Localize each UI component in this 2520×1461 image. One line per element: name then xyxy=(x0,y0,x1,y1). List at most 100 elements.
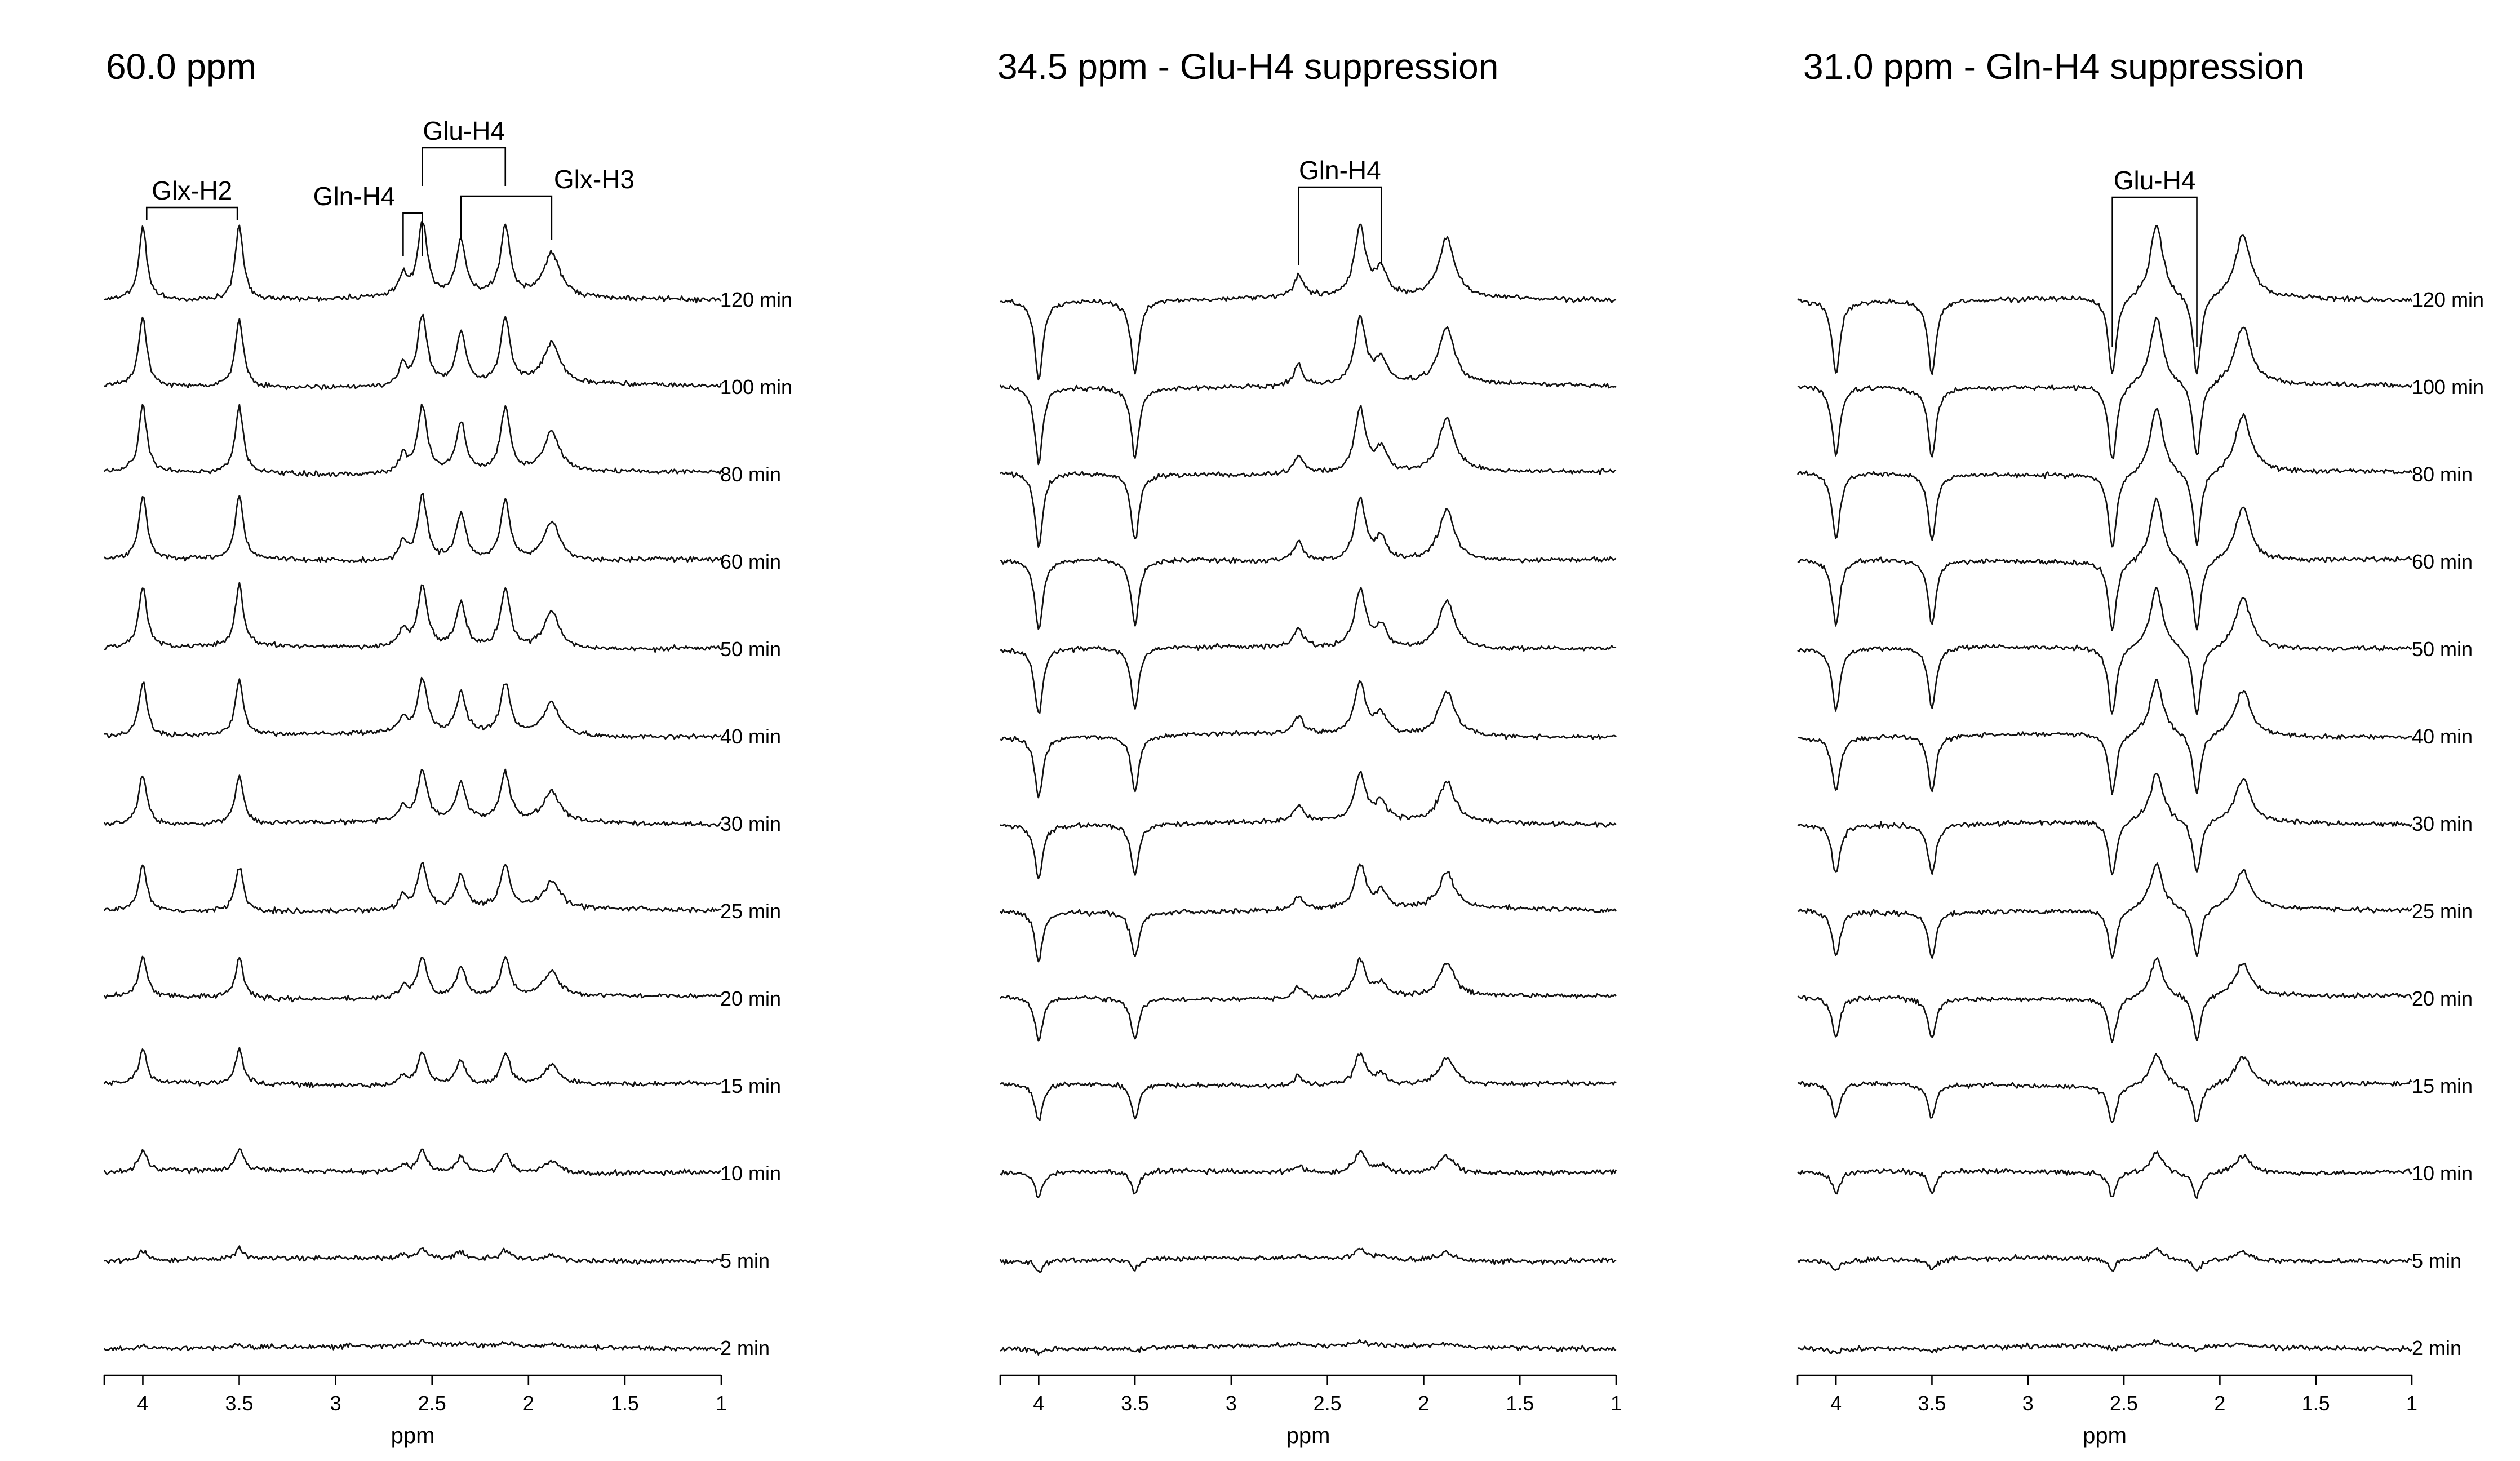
peak-label: Glx-H2 xyxy=(152,176,232,205)
x-tick-label: 1 xyxy=(716,1392,727,1415)
spectrum-trace-2-min xyxy=(103,1339,722,1352)
spectrum-trace-100-min xyxy=(104,313,722,391)
spectrum-trace-40-min xyxy=(1797,679,2412,795)
time-label: 50 min xyxy=(2412,637,2473,661)
spectrum-trace-15-min xyxy=(1000,1052,1617,1121)
time-label: 100 min xyxy=(2412,375,2484,399)
spectrum-trace-20-min xyxy=(1797,957,2413,1043)
peak-bracket xyxy=(402,212,423,256)
panel-title: 60.0 ppm xyxy=(106,46,256,87)
spectrum-trace-30-min xyxy=(1000,771,1617,880)
x-tick-label: 1.5 xyxy=(611,1392,639,1415)
x-tick-label: 2 xyxy=(523,1392,534,1415)
spectrum-trace-120-min xyxy=(1000,223,1617,381)
time-label: 2 min xyxy=(720,1336,770,1360)
x-axis-label: ppm xyxy=(1286,1423,1330,1448)
x-tick-label: 1.5 xyxy=(2302,1392,2330,1415)
spectrum-trace-50-min xyxy=(104,582,722,653)
time-label: 100 min xyxy=(720,375,792,399)
x-tick-label: 2 xyxy=(1418,1392,1429,1415)
x-axis-label: ppm xyxy=(391,1423,435,1448)
time-label: 30 min xyxy=(720,812,781,835)
spectrum-trace-5-min xyxy=(999,1247,1617,1273)
spectrum-trace-25-min xyxy=(103,862,722,915)
time-label: 25 min xyxy=(720,900,781,923)
x-tick-label: 3 xyxy=(2022,1392,2034,1415)
x-tick-label: 3 xyxy=(330,1392,341,1415)
x-tick-label: 1 xyxy=(1611,1392,1622,1415)
spectrum-trace-50-min xyxy=(1000,587,1617,714)
spectrum-trace-10-min xyxy=(103,1148,722,1176)
x-tick-label: 3.5 xyxy=(1918,1392,1946,1415)
peak-bracket xyxy=(1298,186,1382,265)
spectrum-trace-60-min xyxy=(104,493,722,563)
peak-label: Gln-H4 xyxy=(313,181,396,211)
spectrum-trace-10-min xyxy=(1797,1150,2412,1199)
panel-title: 34.5 ppm - Glu-H4 suppression xyxy=(997,46,1498,87)
spectrum-trace-30-min xyxy=(1797,773,2413,876)
x-tick-label: 4 xyxy=(1033,1392,1044,1415)
spectrum-trace-2-min xyxy=(1797,1339,2413,1354)
spectrum-trace-100-min xyxy=(1797,316,2413,459)
time-label: 60 min xyxy=(720,550,781,573)
spectrum-trace-80-min xyxy=(1000,405,1617,548)
x-tick-label: 2 xyxy=(2214,1392,2225,1415)
spectrum-trace-80-min xyxy=(104,403,722,477)
spectrum-trace-40-min xyxy=(104,676,722,740)
time-label: 15 min xyxy=(2412,1074,2473,1097)
x-tick-label: 2.5 xyxy=(418,1392,446,1415)
peak-label: Glu-H4 xyxy=(423,116,505,145)
time-label: 5 min xyxy=(2412,1249,2461,1272)
time-label: 10 min xyxy=(720,1162,781,1185)
time-label: 25 min xyxy=(2412,900,2473,923)
x-tick-label: 2.5 xyxy=(2110,1392,2138,1415)
spectrum-trace-40-min xyxy=(1000,680,1617,799)
x-axis-label: ppm xyxy=(2083,1423,2127,1448)
x-tick-label: 4 xyxy=(1830,1392,1842,1415)
time-label: 40 min xyxy=(2412,725,2473,748)
x-tick-label: 3.5 xyxy=(1121,1392,1149,1415)
spectrum-trace-30-min xyxy=(103,768,722,827)
spectrum-trace-5-min xyxy=(104,1245,722,1265)
panel-2: 34.5 ppm - Glu-H4 suppression Gln-H4 4 3.5 3… xyxy=(997,46,1622,1448)
spectrum-trace-60-min xyxy=(1797,497,2412,631)
spectrum-trace-10-min xyxy=(1000,1150,1617,1198)
peak-label: Glx-H3 xyxy=(554,165,635,194)
x-tick-label: 3.5 xyxy=(225,1392,254,1415)
spectrum-trace-120-min xyxy=(104,221,722,304)
spectrum-trace-20-min xyxy=(103,955,722,1003)
peak-bracket xyxy=(422,147,507,186)
x-tick-label: 1 xyxy=(2406,1392,2417,1415)
spectrum-trace-2-min xyxy=(1000,1339,1617,1356)
time-label: 15 min xyxy=(720,1074,781,1097)
spectrum-trace-15-min xyxy=(1797,1053,2412,1123)
time-label: 2 min xyxy=(2412,1336,2461,1360)
peak-label: Gln-H4 xyxy=(1299,156,1381,185)
spectrum-trace-80-min xyxy=(1796,408,2413,548)
spectrum-trace-60-min xyxy=(1000,496,1617,630)
time-label: 10 min xyxy=(2412,1162,2473,1185)
time-label: 50 min xyxy=(720,637,781,661)
time-label: 30 min xyxy=(2412,812,2473,835)
peak-bracket xyxy=(145,206,238,220)
peak-bracket xyxy=(2111,196,2198,347)
peak-label: Glu-H4 xyxy=(2114,166,2196,195)
time-label: 40 min xyxy=(720,725,781,748)
time-label: 120 min xyxy=(2412,288,2484,311)
time-label: 20 min xyxy=(2412,987,2473,1010)
time-label: 120 min xyxy=(720,288,792,311)
spectrum-trace-25-min xyxy=(1000,863,1617,963)
time-label: 20 min xyxy=(720,987,781,1010)
spectrum-trace-5-min xyxy=(1797,1247,2412,1272)
x-tick-label: 3 xyxy=(1226,1392,1237,1415)
spectrum-trace-25-min xyxy=(1797,862,2412,959)
x-tick-label: 2.5 xyxy=(1314,1392,1342,1415)
spectrum-trace-120-min xyxy=(1797,225,2413,375)
x-tick-label: 4 xyxy=(137,1392,148,1415)
spectrum-trace-50-min xyxy=(1797,587,2412,715)
time-label: 80 min xyxy=(2412,463,2473,486)
spectrum-trace-20-min xyxy=(999,957,1617,1042)
